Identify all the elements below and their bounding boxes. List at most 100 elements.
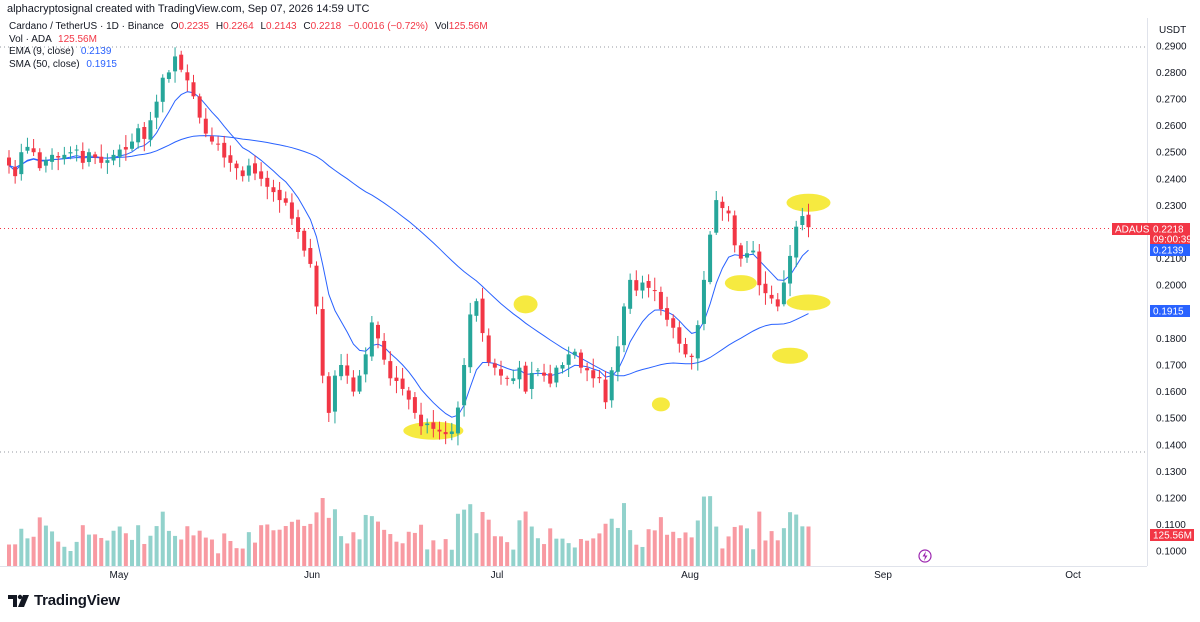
candle-body [406, 390, 411, 400]
volume-bar [369, 516, 374, 566]
price-axis[interactable]: 0.2900 0.2800 0.2700 0.2600 0.2500 0.2400 0.23… [1156, 41, 1187, 557]
volume-bar [775, 540, 780, 566]
candle-body [486, 335, 491, 363]
volume-bar [50, 531, 55, 566]
tradingview-logo[interactable]: TradingView [8, 592, 120, 609]
volume-bar [523, 511, 528, 566]
volume-bar [443, 539, 448, 566]
volume-bar [425, 549, 430, 566]
volume-bar [708, 496, 713, 566]
candle-body [529, 372, 534, 389]
volume-bar [166, 530, 171, 566]
candle-body [394, 377, 399, 381]
candle-body [757, 251, 762, 286]
volume-bar [591, 538, 596, 566]
volume-bar [634, 544, 639, 566]
x-tick-label: Jun [304, 570, 320, 581]
ohlc-vol: 125.56M [448, 21, 488, 32]
sma-tag: 0.1915 [1150, 305, 1190, 318]
indicator-sma-value: 0.1915 [86, 58, 117, 70]
volume-bar [615, 527, 620, 566]
y-tick-label: 0.1800 [1156, 334, 1187, 345]
candle-body [517, 367, 522, 380]
candle-body [437, 429, 442, 432]
y-tick-label: 0.2700 [1156, 95, 1187, 106]
volume-bar [191, 535, 196, 566]
candle-body [658, 291, 663, 310]
ohlc-low: 0.2143 [266, 21, 297, 32]
volume-bar [455, 513, 460, 566]
candle-body [166, 72, 171, 79]
candle-body [345, 365, 350, 376]
volume-bar [738, 525, 743, 566]
candle-body [105, 160, 110, 163]
volume-bar [56, 541, 61, 566]
candle-body [99, 156, 104, 163]
y-tick-label: 0.2600 [1156, 121, 1187, 132]
volume-bar [7, 544, 11, 566]
candle-body [142, 126, 147, 139]
candle-body [603, 379, 608, 403]
candle-body [302, 230, 307, 251]
volume-bar [142, 543, 147, 566]
candle-body [332, 375, 337, 412]
ema-9-line [8, 91, 809, 418]
indicator-ema[interactable]: EMA (9, close) 0.2139 [9, 46, 488, 59]
volume-bar [406, 531, 411, 566]
volume-bar [62, 546, 67, 566]
candle-body [523, 365, 528, 392]
x-tick-label: Sep [874, 570, 892, 581]
currency-label[interactable]: USDT [1159, 25, 1186, 36]
volume-bar [689, 537, 694, 566]
candle-body [376, 324, 380, 339]
volume-bar [314, 512, 319, 566]
volume-bar [566, 543, 571, 566]
volume-bar [173, 535, 178, 566]
candle-body [763, 283, 768, 294]
y-tick-label: 0.1200 [1156, 494, 1187, 505]
volume-bar [806, 526, 811, 566]
volume-bar [757, 511, 762, 566]
indicator-sma[interactable]: SMA (50, close) 0.1915 [9, 59, 488, 72]
candle-body [37, 152, 42, 169]
candle-body [738, 245, 743, 259]
y-tick-label: 0.2900 [1156, 41, 1187, 52]
volume-bar [130, 539, 134, 566]
volume-bar [492, 536, 497, 566]
candle-body [548, 373, 553, 384]
volume-bar [382, 529, 387, 566]
symbol-tag: ADAUSDT [1115, 225, 1163, 236]
candle-body [572, 351, 577, 356]
candle-body [240, 170, 245, 177]
candle-body [357, 375, 362, 392]
y-tick-label: 0.1600 [1156, 387, 1187, 398]
volume-bar [265, 524, 270, 566]
candle-body [80, 150, 85, 163]
candle-body [179, 54, 184, 70]
volume-bar [160, 511, 165, 566]
symbol-title[interactable]: Cardano / TetherUS · 1D · Binance [9, 21, 164, 32]
candle-body [308, 248, 313, 264]
candle-body [283, 198, 288, 203]
time-axis[interactable]: May Jun Jul Aug Sep Oct [110, 570, 1081, 581]
y-tick-label: 0.1500 [1156, 414, 1187, 425]
lightning-icon[interactable] [918, 549, 932, 563]
candle-body [646, 281, 651, 288]
x-tick-label: Jul [491, 570, 504, 581]
volume-bar [658, 517, 663, 566]
volume-bar [529, 526, 534, 566]
candle-body [173, 56, 178, 72]
ohlc-change: −0.0016 (−0.72%) [348, 21, 429, 32]
candle-body [622, 306, 626, 346]
candle-body [62, 154, 67, 159]
ohlc-close: 0.2218 [310, 21, 342, 32]
volume-bar [43, 525, 48, 566]
volume-bar [111, 530, 116, 566]
candle-body [369, 322, 374, 357]
ema-tag: 0.2139 [1150, 244, 1190, 257]
y-tick-label: 0.1700 [1156, 361, 1187, 372]
indicator-volume[interactable]: Vol · ADA 125.56M [9, 34, 488, 47]
volume-bar [701, 496, 706, 566]
volume-bar [246, 532, 251, 566]
